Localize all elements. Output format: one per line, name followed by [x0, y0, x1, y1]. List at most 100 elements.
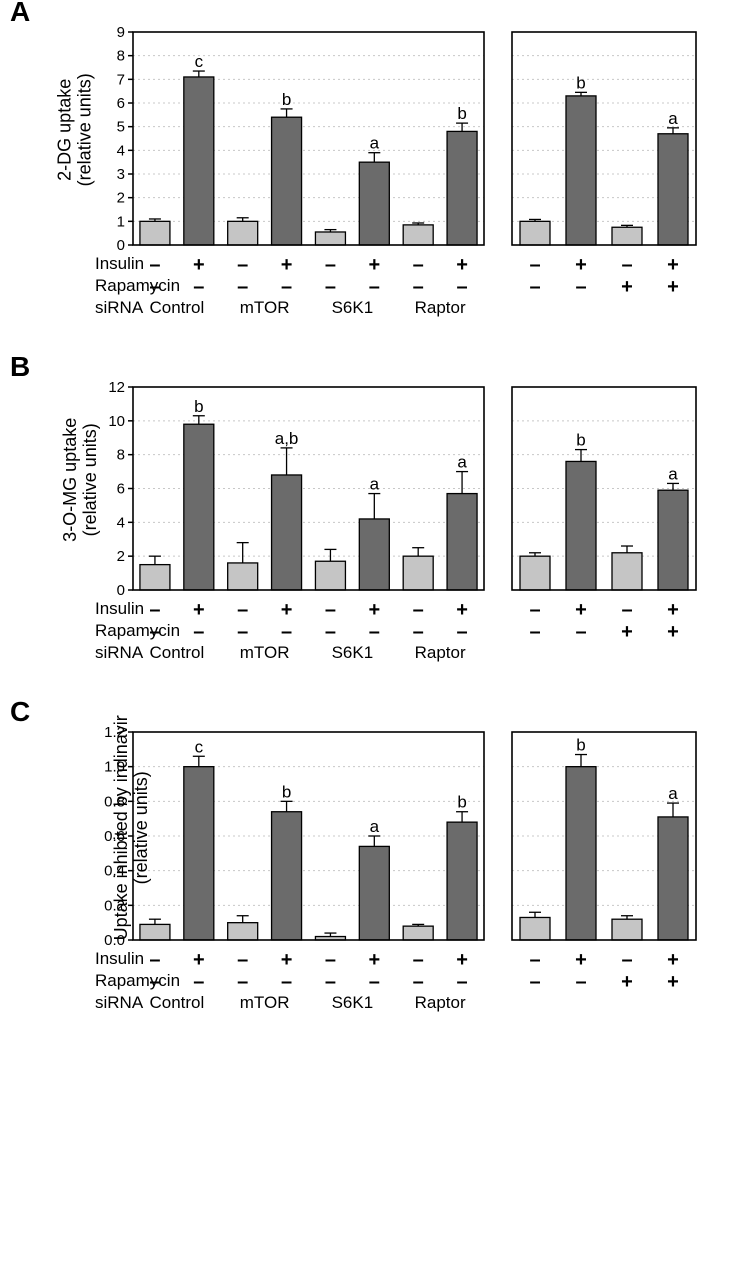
condition-mark: +	[661, 621, 685, 644]
sirna-group-label: Control	[137, 993, 217, 1013]
sirna-group-label: Control	[137, 298, 217, 318]
condition-mark: –	[318, 971, 342, 994]
bar	[272, 812, 302, 940]
xaxis-row-label: Insulin	[95, 949, 183, 969]
bar	[228, 221, 258, 245]
significance-label: a	[668, 109, 678, 128]
condition-mark: –	[143, 971, 167, 994]
condition-mark: +	[569, 949, 593, 972]
condition-mark: –	[231, 599, 255, 622]
significance-label: a	[457, 453, 467, 472]
bar	[520, 917, 550, 940]
bar	[447, 822, 477, 940]
significance-label: b	[282, 782, 291, 801]
bar	[272, 475, 302, 590]
condition-mark: +	[569, 599, 593, 622]
condition-mark: –	[615, 599, 639, 622]
bar	[520, 556, 550, 590]
condition-mark: +	[187, 599, 211, 622]
condition-mark: –	[406, 254, 430, 277]
bar	[228, 563, 258, 590]
xaxis-row: Insulin–+–+–+–+–+–+	[95, 254, 725, 276]
sirna-group-label: mTOR	[225, 643, 305, 663]
significance-label: b	[576, 431, 585, 450]
bar	[359, 162, 389, 245]
bar	[447, 494, 477, 590]
condition-mark: –	[231, 254, 255, 277]
condition-mark: –	[450, 276, 474, 299]
condition-mark: –	[318, 276, 342, 299]
significance-label: a	[370, 134, 380, 153]
sirna-group-label: S6K1	[312, 993, 392, 1013]
xaxis-row-label: Insulin	[95, 599, 183, 619]
condition-mark: –	[275, 621, 299, 644]
significance-label: b	[194, 397, 203, 416]
chart-C-right: ba	[502, 710, 702, 945]
condition-mark: –	[406, 949, 430, 972]
panel-A: A2-DG uptake(relative units)0123456789cb…	[5, 10, 725, 320]
bar	[359, 519, 389, 590]
condition-mark: +	[275, 949, 299, 972]
condition-mark: –	[523, 949, 547, 972]
chart-A-left: 0123456789cbab	[95, 10, 490, 250]
bar	[315, 561, 345, 590]
sirna-group-label: Control	[137, 643, 217, 663]
bar	[566, 767, 596, 940]
significance-label: b	[457, 793, 466, 812]
condition-mark: –	[406, 971, 430, 994]
xaxis-row: siRNAControlmTORS6K1Raptor	[95, 643, 725, 665]
condition-mark: –	[362, 971, 386, 994]
bar	[566, 461, 596, 590]
condition-mark: –	[406, 276, 430, 299]
chart-A-right: ba	[502, 10, 702, 250]
condition-mark: +	[661, 971, 685, 994]
bar	[612, 227, 642, 245]
condition-mark: –	[231, 949, 255, 972]
sirna-group-label: S6K1	[312, 298, 392, 318]
condition-mark: –	[569, 621, 593, 644]
condition-mark: +	[450, 254, 474, 277]
bar	[612, 919, 642, 940]
condition-mark: –	[569, 276, 593, 299]
condition-mark: –	[143, 621, 167, 644]
condition-mark: –	[275, 971, 299, 994]
condition-mark: +	[187, 254, 211, 277]
condition-mark: +	[362, 599, 386, 622]
xaxis-row-label: Rapamycin	[95, 971, 183, 991]
xaxis-block: Insulin–+–+–+–+–+–+Rapamycin––––––––––++…	[95, 599, 725, 665]
bar	[184, 77, 214, 245]
condition-mark: +	[615, 276, 639, 299]
yaxis-label: 3-O-MG uptake(relative units)	[19, 365, 143, 595]
condition-mark: +	[450, 599, 474, 622]
xaxis-row: Rapamycin––––––––––++	[95, 276, 725, 298]
sirna-group-label: mTOR	[225, 993, 305, 1013]
xaxis-row: Rapamycin––––––––––++	[95, 971, 725, 993]
significance-label: a	[370, 475, 380, 494]
chart-row: 0123456789cbabba	[95, 10, 725, 250]
sirna-group-label: mTOR	[225, 298, 305, 318]
condition-mark: –	[275, 276, 299, 299]
sirna-group-label: S6K1	[312, 643, 392, 663]
xaxis-row: Rapamycin––––––––––++	[95, 621, 725, 643]
condition-mark: –	[450, 971, 474, 994]
chart-row: 024681012ba,baaba	[95, 365, 725, 595]
bar	[447, 131, 477, 245]
bar	[140, 221, 170, 245]
condition-mark: –	[362, 621, 386, 644]
bar	[403, 225, 433, 245]
yaxis-label: 2-DG uptake(relative units)	[19, 10, 132, 250]
significance-label: b	[576, 73, 585, 92]
bar	[140, 565, 170, 590]
condition-mark: –	[362, 276, 386, 299]
xaxis-row-label: Insulin	[95, 254, 183, 274]
condition-mark: –	[231, 276, 255, 299]
condition-mark: +	[275, 254, 299, 277]
condition-mark: +	[661, 254, 685, 277]
condition-mark: +	[661, 949, 685, 972]
xaxis-row-label: Rapamycin	[95, 276, 183, 296]
condition-mark: +	[187, 949, 211, 972]
bar	[184, 424, 214, 590]
condition-mark: +	[661, 599, 685, 622]
condition-mark: –	[143, 276, 167, 299]
bar	[272, 117, 302, 245]
